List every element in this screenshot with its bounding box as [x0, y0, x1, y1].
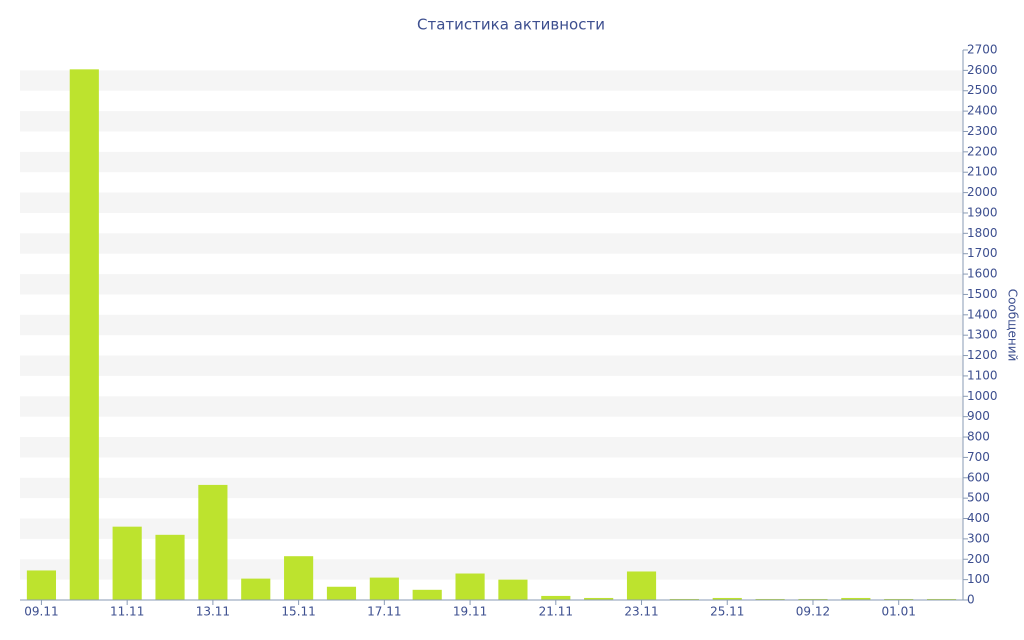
y-tick-label: 1200	[967, 348, 998, 362]
y-tick-label: 200	[967, 552, 990, 566]
y-tick-label: 2300	[967, 124, 998, 138]
y-tick-label: 500	[967, 491, 990, 505]
bar	[498, 579, 528, 600]
x-tick-label: 09.11	[24, 605, 58, 619]
bar	[326, 586, 357, 600]
y-tick-label: 2700	[967, 43, 998, 57]
y-tick-label: 1500	[967, 287, 998, 301]
grid-band	[20, 355, 963, 376]
y-tick-label: 1800	[967, 226, 998, 240]
x-tick-label: 19.11	[453, 605, 487, 619]
bar	[841, 597, 871, 600]
x-tick-label: 23.11	[624, 605, 658, 619]
grid-band	[20, 518, 963, 539]
bar	[755, 598, 785, 600]
bar	[284, 556, 314, 600]
bar	[712, 597, 742, 600]
y-tick-label: 700	[967, 450, 990, 464]
y-tick-label: 1700	[967, 246, 998, 260]
x-tick-label: 15.11	[281, 605, 315, 619]
y-tick-label: 2400	[967, 104, 998, 118]
bar	[626, 571, 657, 600]
x-tick-label: 09.12	[796, 605, 830, 619]
bar	[798, 598, 828, 600]
bar	[241, 578, 271, 600]
x-tick-label: 21.11	[539, 605, 573, 619]
bar	[455, 573, 485, 600]
bar	[198, 484, 228, 600]
bar	[926, 598, 957, 600]
grid-band	[20, 151, 963, 173]
y-tick-label: 2500	[967, 83, 998, 97]
grid-band	[20, 233, 963, 254]
y-tick-label: 600	[967, 470, 990, 484]
bar	[884, 598, 914, 600]
x-tick-label: 11.11	[110, 605, 144, 619]
y-tick-label: 2100	[967, 165, 998, 179]
y-tick-label: 2600	[967, 63, 998, 77]
grid-band	[20, 437, 963, 458]
y-tick-label: 100	[967, 572, 990, 586]
y-axis-label: Сообщений	[1006, 289, 1020, 362]
y-tick-label: 400	[967, 511, 990, 525]
grid-band	[20, 111, 963, 132]
bar	[69, 69, 99, 600]
chart-title: Статистика активности	[417, 16, 605, 34]
bar	[112, 526, 142, 600]
bar	[369, 577, 399, 600]
grid-band	[20, 192, 963, 213]
bar	[584, 597, 614, 600]
y-tick-label: 1100	[967, 368, 998, 382]
bar	[26, 570, 57, 600]
bar	[541, 595, 571, 600]
y-tick-label: 1400	[967, 307, 998, 321]
y-tick-label: 1000	[967, 389, 998, 403]
x-tick-label: 13.11	[196, 605, 230, 619]
x-tick-label: 01.01	[882, 605, 916, 619]
y-tick-label: 300	[967, 531, 990, 545]
grid-band	[20, 477, 963, 499]
y-tick-label: 800	[967, 430, 990, 444]
y-tick-label: 1600	[967, 267, 998, 281]
grid-band	[20, 274, 963, 295]
y-tick-label: 1300	[967, 328, 998, 342]
y-tick-label: 1900	[967, 205, 998, 219]
y-tick-label: 2000	[967, 185, 998, 199]
bar	[412, 589, 442, 600]
grid-band	[20, 559, 963, 580]
x-tick-label: 25.11	[710, 605, 744, 619]
y-tick-label: 900	[967, 409, 990, 423]
grid-band	[20, 396, 963, 417]
x-tick-label: 17.11	[367, 605, 401, 619]
y-tick-label: 2200	[967, 144, 998, 158]
grid-band	[20, 314, 963, 336]
bar	[155, 534, 185, 600]
grid-band	[20, 70, 963, 91]
y-tick-label: 0	[967, 593, 975, 607]
bar	[669, 598, 699, 600]
